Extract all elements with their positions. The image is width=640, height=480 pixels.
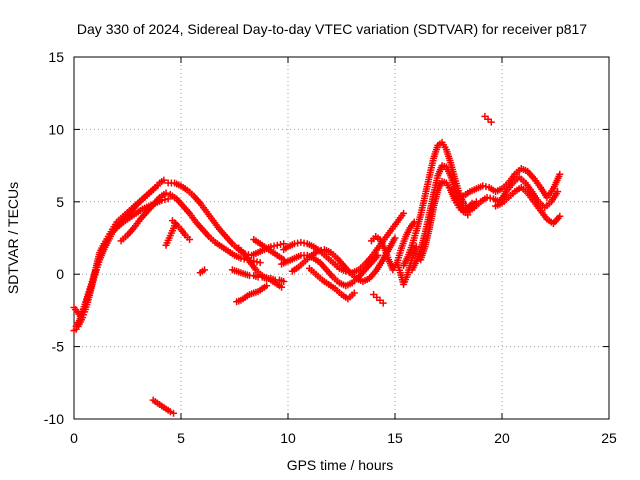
x-tick-label: 0: [70, 430, 78, 446]
data-point: [556, 212, 564, 220]
x-axis-label: GPS time / hours: [287, 457, 394, 473]
x-tick-label: 15: [387, 430, 403, 446]
x-tick-label: 10: [280, 430, 296, 446]
data-point: [263, 282, 271, 290]
y-tick-label: 10: [48, 121, 64, 137]
data-point: [379, 299, 387, 307]
data-point: [278, 283, 286, 291]
data-point: [170, 409, 178, 417]
data-points: [70, 112, 564, 417]
data-point: [91, 267, 99, 275]
data-point: [280, 277, 288, 285]
data-point: [556, 170, 564, 178]
data-point: [164, 195, 172, 203]
chart-title: Day 330 of 2024, Sidereal Day-to-day VTE…: [77, 21, 587, 37]
data-point: [400, 209, 408, 217]
data-point: [391, 234, 399, 242]
data-point: [554, 188, 562, 196]
x-tick-label: 20: [494, 430, 510, 446]
data-point: [162, 189, 170, 197]
data-point: [153, 182, 161, 190]
data-point: [186, 235, 194, 243]
x-tick-label: 5: [177, 430, 185, 446]
y-tick-label: 15: [48, 49, 64, 65]
data-point: [201, 266, 209, 274]
plot-frame: [73, 56, 610, 420]
data-point: [350, 289, 358, 297]
data-point: [160, 176, 168, 184]
axis-ticks: 0 5 10 15 20 25 -10 -5 0 5 10 15: [44, 49, 617, 446]
data-point: [256, 259, 264, 267]
y-axis-label: SDTVAR / TECUs: [5, 182, 21, 294]
grid-lines: [74, 57, 609, 419]
data-point: [166, 408, 174, 416]
y-tick-label: 5: [56, 194, 64, 210]
x-tick-label: 25: [601, 430, 617, 446]
data-point: [374, 251, 382, 259]
y-tick-label: 0: [56, 266, 64, 282]
data-point: [172, 220, 180, 228]
data-point: [487, 118, 495, 126]
y-tick-label: -5: [52, 339, 65, 355]
y-tick-label: -10: [44, 411, 64, 427]
